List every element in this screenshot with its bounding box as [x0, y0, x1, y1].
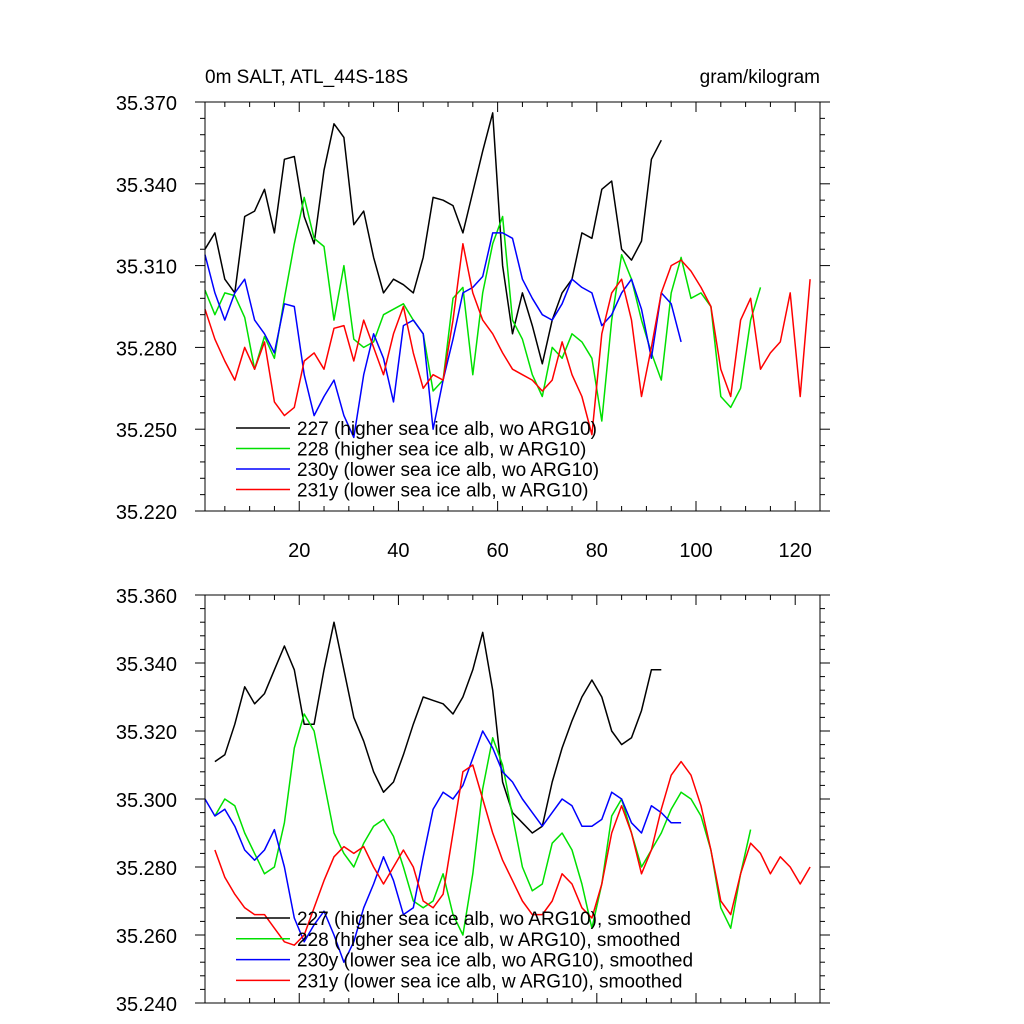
- x-tick-label: 20: [288, 540, 310, 562]
- series-line-228: [204, 196, 762, 422]
- y-tick-label: 35.300: [116, 790, 177, 812]
- chart-title: 0m SALT, ATL_44S-18S: [205, 67, 408, 88]
- legend-label-228: 228 (higher sea ice alb, w ARG10), smoot…: [297, 930, 680, 951]
- y-tick-label: 35.250: [116, 420, 177, 442]
- series-line-231y: [214, 760, 811, 946]
- y-tick-label: 35.340: [116, 175, 177, 197]
- y-tick-label: 35.340: [116, 654, 177, 676]
- chart-panel-1: 35.220 35.250 35.280 35.310 35.340 35.370 20 40…: [116, 67, 830, 562]
- y-tick-label: 35.220: [116, 502, 177, 524]
- legend-label-230y: 230y (lower sea ice alb, wo ARG10), smoo…: [297, 951, 693, 972]
- plot-frame: [204, 101, 821, 512]
- series-line-227: [214, 621, 662, 834]
- y-tick-label: 35.280: [116, 338, 177, 360]
- y-tick-label: 35.260: [116, 926, 177, 948]
- x-tick-label: 40: [387, 540, 409, 562]
- x-tick-label: 80: [586, 540, 608, 562]
- series-line-231y: [204, 243, 811, 436]
- legend-label-231y: 231y (lower sea ice alb, w ARG10), smoot…: [297, 971, 682, 992]
- x-tick-label: 120: [779, 540, 812, 562]
- legend-label-227: 227 (higher sea ice alb, wo ARG10): [297, 419, 597, 440]
- series-line-227: [204, 112, 662, 365]
- legend-label-230y: 230y (lower sea ice alb, wo ARG10): [297, 460, 599, 481]
- y-tick-label: 35.280: [116, 858, 177, 880]
- chart-panel-2: 35.240 35.260 35.280 35.300 35.320 35.340 35.3…: [116, 586, 830, 1016]
- y-tick-label: 35.310: [116, 257, 177, 279]
- y-tick-label: 35.370: [116, 93, 177, 115]
- y-tick-label: 35.320: [116, 722, 177, 744]
- chart-units: gram/kilogram: [700, 67, 820, 88]
- x-tick-label: 60: [486, 540, 508, 562]
- legend-label-227: 227 (higher sea ice alb, wo ARG10), smoo…: [297, 909, 691, 930]
- series-line-228: [214, 713, 752, 936]
- x-tick-label: 100: [679, 540, 712, 562]
- series-line-230y: [204, 730, 682, 963]
- y-tick-label: 35.240: [116, 994, 177, 1016]
- y-tick-label: 35.360: [116, 586, 177, 608]
- legend-label-228: 228 (higher sea ice alb, w ARG10): [297, 440, 586, 461]
- legend-label-231y: 231y (lower sea ice alb, w ARG10): [297, 481, 588, 502]
